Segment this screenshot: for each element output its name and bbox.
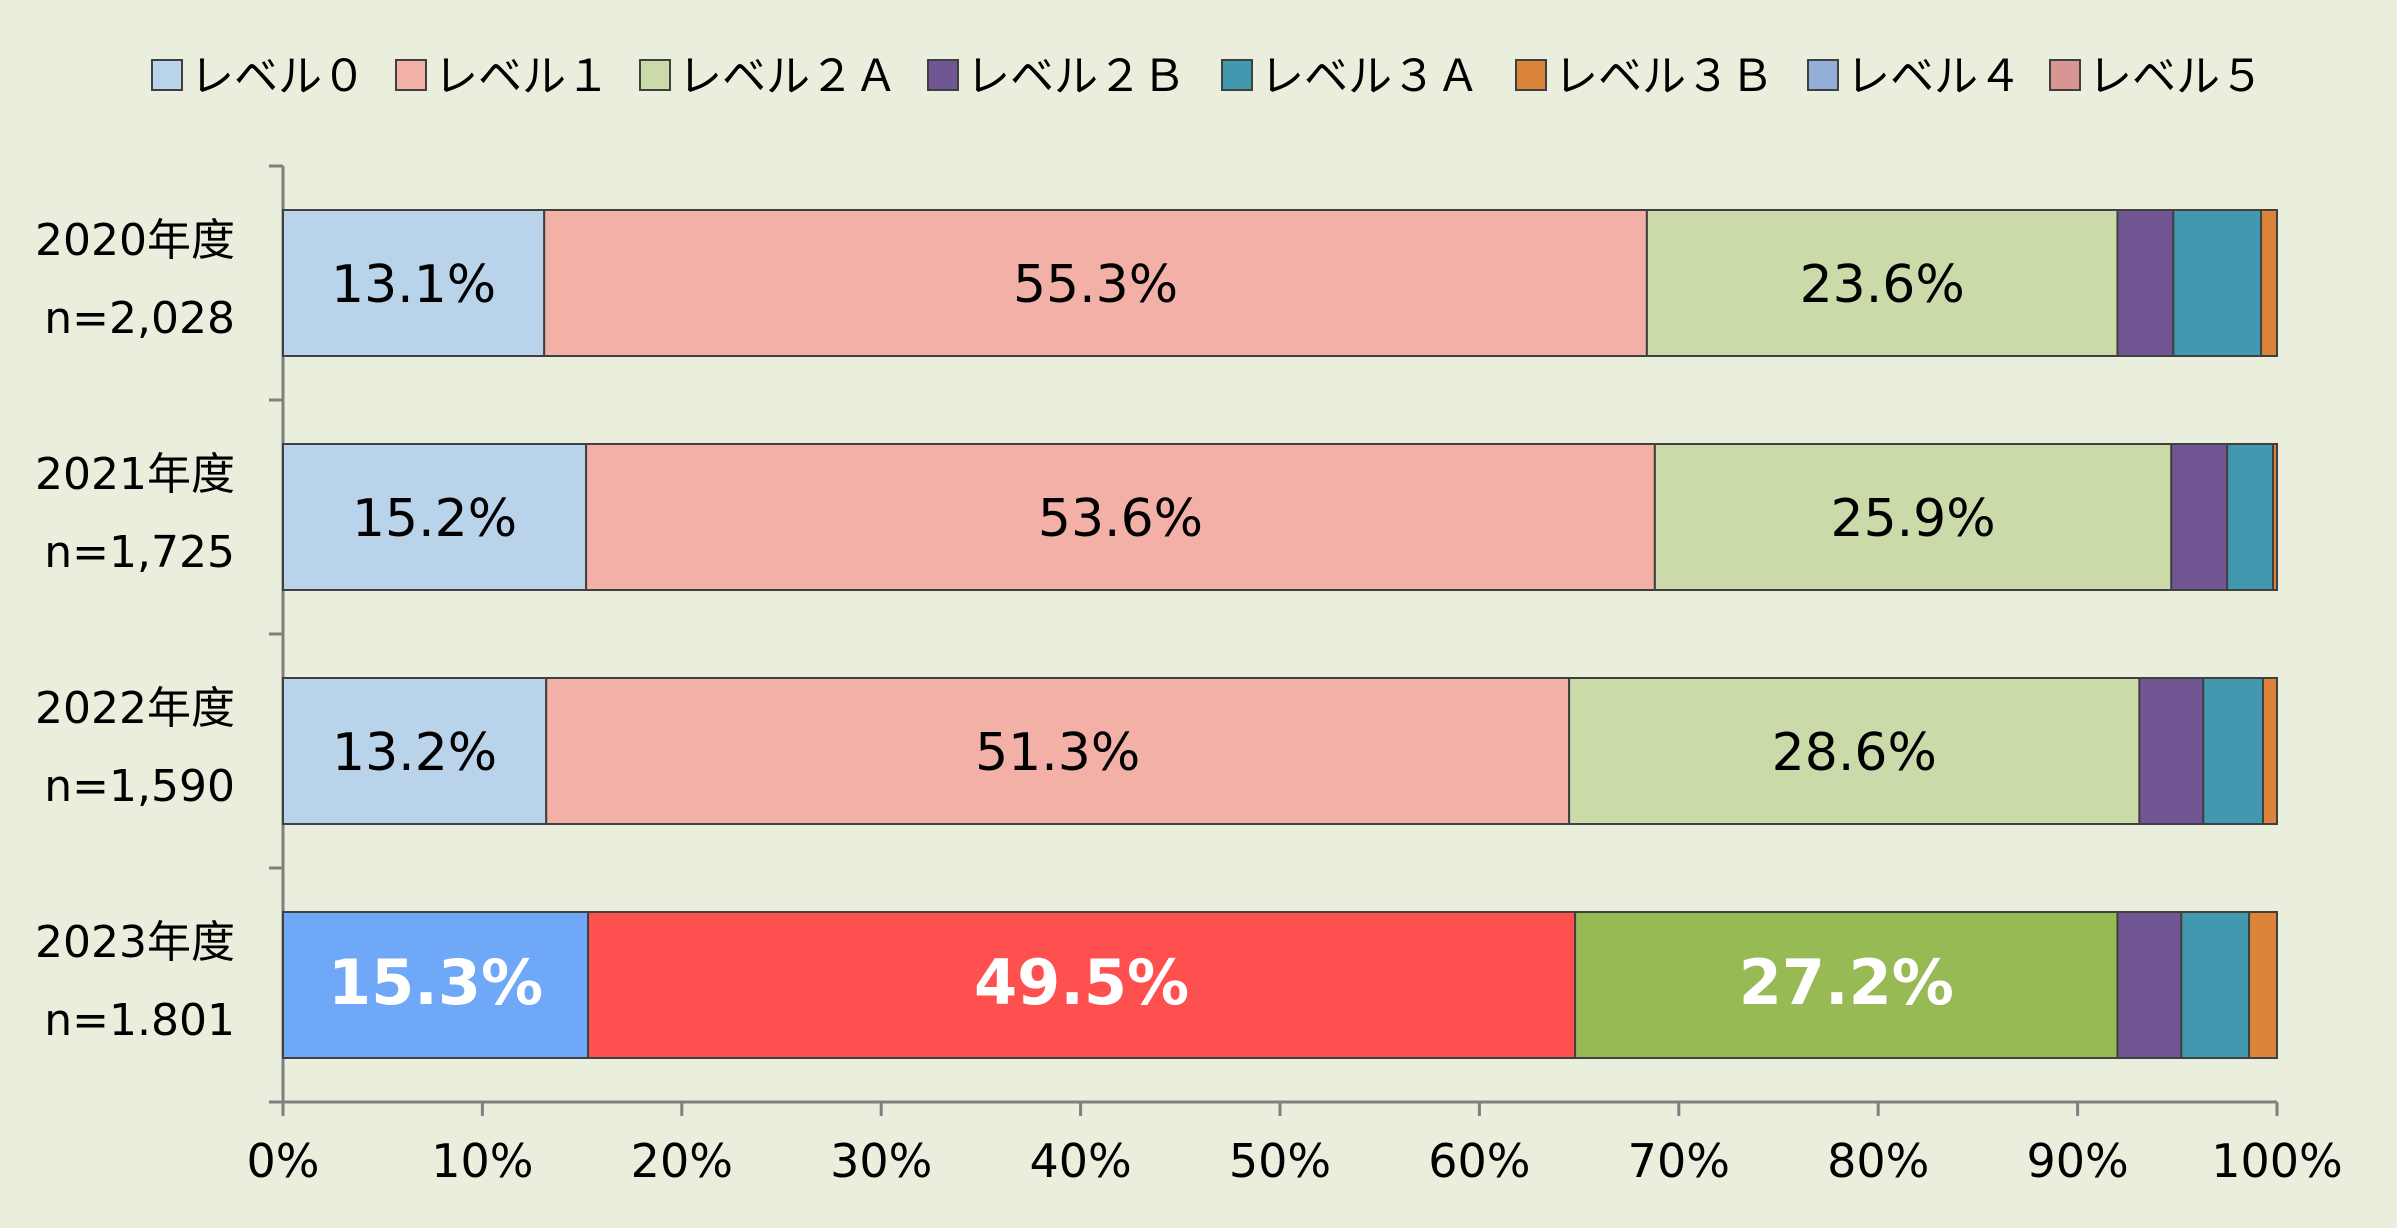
legend-swatch-5 xyxy=(1515,59,1547,91)
x-tick-label-10: 100% xyxy=(2211,1134,2343,1188)
legend-label-6: レベル４ xyxy=(1846,51,2022,102)
data-label-0-0: 13.1% xyxy=(331,255,496,315)
category-label-3: 2023年度 xyxy=(35,917,235,968)
data-label-1-1: 53.6% xyxy=(1038,489,1203,549)
category-n-label-3: n=1.801 xyxy=(44,995,235,1046)
data-label-2-1: 51.3% xyxy=(975,723,1140,783)
x-tick-label-5: 50% xyxy=(1229,1134,1331,1188)
bar-segment-1-3 xyxy=(2170,443,2229,591)
legend-swatch-0 xyxy=(151,59,183,91)
category-label-1: 2021年度 xyxy=(35,449,235,500)
bar-segment-3-2 xyxy=(1574,911,2119,1059)
x-tick-label-1: 10% xyxy=(431,1134,533,1188)
legend-swatch-1 xyxy=(395,59,427,91)
x-tick-label-6: 60% xyxy=(1428,1134,1530,1188)
legend-label-7: レベル５ xyxy=(2088,51,2264,102)
bar-segment-1-2 xyxy=(1653,443,2173,591)
legend-swatch-3 xyxy=(927,59,959,91)
bar-segment-0-4 xyxy=(2172,209,2263,357)
legend-swatch-2 xyxy=(639,59,671,91)
data-label-1-2: 25.9% xyxy=(1830,489,1995,549)
category-n-label-0: n=2,028 xyxy=(44,293,235,344)
x-tick-label-9: 90% xyxy=(2026,1134,2128,1188)
bar-segment-3-4 xyxy=(2180,911,2251,1059)
x-tick-label-7: 70% xyxy=(1628,1134,1730,1188)
x-tick-label-3: 30% xyxy=(830,1134,932,1188)
category-n-label-1: n=1,725 xyxy=(44,527,235,578)
data-label-3-0: 15.3% xyxy=(328,946,543,1019)
bar-segment-1-5 xyxy=(2272,443,2278,591)
bar-segment-0-5 xyxy=(2260,209,2279,357)
bar-segment-3-3 xyxy=(2116,911,2183,1059)
legend-label-3: レベル２Ｂ xyxy=(966,51,1186,102)
category-label-2: 2022年度 xyxy=(35,683,235,734)
bar-segment-2-1 xyxy=(545,677,1571,825)
legend-swatch-4 xyxy=(1221,59,1253,91)
bar-segment-0-2 xyxy=(1645,209,2119,357)
data-label-0-2: 23.6% xyxy=(1800,255,1965,315)
legend-label-4: レベル３Ａ xyxy=(1260,51,1480,102)
category-label-0: 2020年度 xyxy=(35,215,235,266)
x-tick-label-4: 40% xyxy=(1029,1134,1131,1188)
bar-segment-2-4 xyxy=(2202,677,2265,825)
bar-segment-1-4 xyxy=(2226,443,2275,591)
data-label-2-0: 13.2% xyxy=(332,723,497,783)
bar-segment-3-1 xyxy=(587,911,1577,1059)
legend-label-5: レベル３Ｂ xyxy=(1554,51,1774,102)
legend-swatch-7 xyxy=(2049,59,2081,91)
legend-label-1: レベル１ xyxy=(434,51,610,102)
legend-label-2: レベル２Ａ xyxy=(678,51,898,102)
bar-segment-3-5 xyxy=(2248,911,2278,1059)
data-label-3-2: 27.2% xyxy=(1739,946,1954,1019)
x-tick-label-2: 20% xyxy=(631,1134,733,1188)
legend-swatch-6 xyxy=(1807,59,1839,91)
x-tick-label-0: 0% xyxy=(247,1134,320,1188)
bar-segment-1-0 xyxy=(282,443,588,591)
bar-segment-0-0 xyxy=(282,209,546,357)
data-label-2-2: 28.6% xyxy=(1772,723,1937,783)
bar-segment-2-3 xyxy=(2138,677,2205,825)
bar-segment-0-3 xyxy=(2116,209,2175,357)
legend-label-0: レベル０ xyxy=(190,51,366,102)
bar-segment-0-1 xyxy=(543,209,1648,357)
data-label-1-0: 15.2% xyxy=(352,489,517,549)
data-label-3-1: 49.5% xyxy=(974,946,1189,1019)
bar-segment-2-0 xyxy=(282,677,548,825)
bar-segment-3-0 xyxy=(282,911,590,1059)
bar-segment-2-5 xyxy=(2262,677,2278,825)
x-tick-label-8: 80% xyxy=(1827,1134,1929,1188)
data-label-0-1: 55.3% xyxy=(1013,255,1178,315)
category-n-label-2: n=1,590 xyxy=(44,761,235,812)
